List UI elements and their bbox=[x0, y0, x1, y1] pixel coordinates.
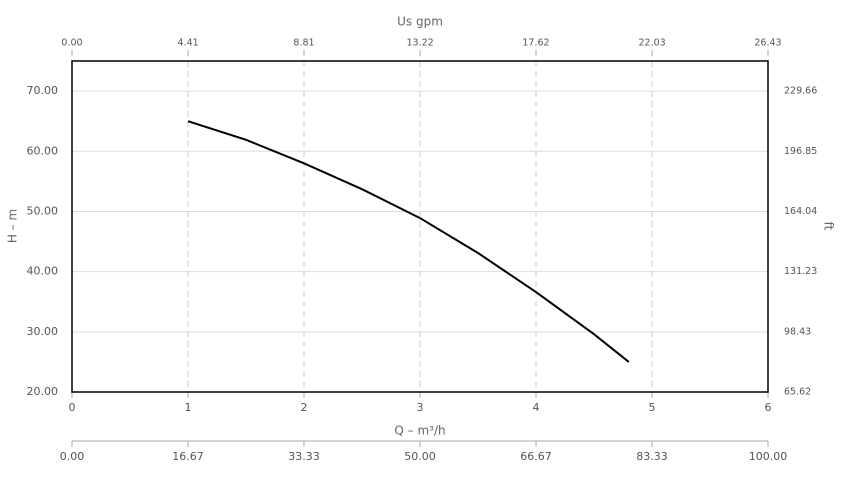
x3-tick-label: 83.33 bbox=[636, 450, 668, 463]
y-tick-label: 60.00 bbox=[27, 144, 59, 157]
top-axis-title: Us gpm bbox=[397, 15, 443, 29]
y2-axis-title: ft bbox=[822, 222, 836, 231]
y-tick-label: 70.00 bbox=[27, 84, 59, 97]
x3-tick-label: 0.00 bbox=[60, 450, 85, 463]
x2-tick-label: 26.43 bbox=[754, 38, 781, 49]
x-tick-label: 2 bbox=[301, 401, 308, 414]
curve bbox=[187, 120, 630, 363]
y2-tick-label: 196.85 bbox=[784, 146, 817, 157]
y-tick-label: 40.00 bbox=[27, 265, 59, 278]
x-tick-label: 0 bbox=[69, 401, 76, 414]
x2-tick-label: 13.22 bbox=[407, 38, 434, 49]
x-tick-label: 6 bbox=[765, 401, 772, 414]
x2-tick-label: 17.62 bbox=[522, 38, 549, 49]
y-tick-label: 20.00 bbox=[27, 385, 59, 398]
x2-tick-label: 0.00 bbox=[61, 38, 82, 49]
x-axis-title: Q – m³/h bbox=[394, 424, 445, 438]
x3-tick-label: 33.33 bbox=[288, 450, 320, 463]
y-tick-label: 50.00 bbox=[27, 204, 59, 217]
x3-tick-label: 16.67 bbox=[172, 450, 204, 463]
y2-tick-label: 65.62 bbox=[784, 387, 811, 398]
x2-tick-label: 4.41 bbox=[178, 38, 199, 49]
y2-tick-label: 131.23 bbox=[784, 266, 817, 277]
y2-tick-label: 98.43 bbox=[784, 326, 811, 337]
x3-tick-label: 50.00 bbox=[404, 450, 436, 463]
y-axis-title: H – m bbox=[6, 209, 20, 243]
x2-tick-label: 22.03 bbox=[639, 38, 666, 49]
x-tick-label: 5 bbox=[649, 401, 656, 414]
y2-tick-label: 164.04 bbox=[784, 206, 817, 217]
x2-tick-label: 8.81 bbox=[293, 38, 314, 49]
x-tick-label: 4 bbox=[533, 401, 540, 414]
plot-frame bbox=[71, 60, 769, 393]
x-tick-label: 3 bbox=[417, 401, 424, 414]
y2-tick-label: 229.66 bbox=[784, 86, 817, 97]
x3-tick-label: 100.00 bbox=[749, 450, 788, 463]
x3-tick-label: 66.67 bbox=[520, 450, 552, 463]
x-tick-label: 1 bbox=[185, 401, 192, 414]
y-tick-label: 30.00 bbox=[27, 325, 59, 338]
